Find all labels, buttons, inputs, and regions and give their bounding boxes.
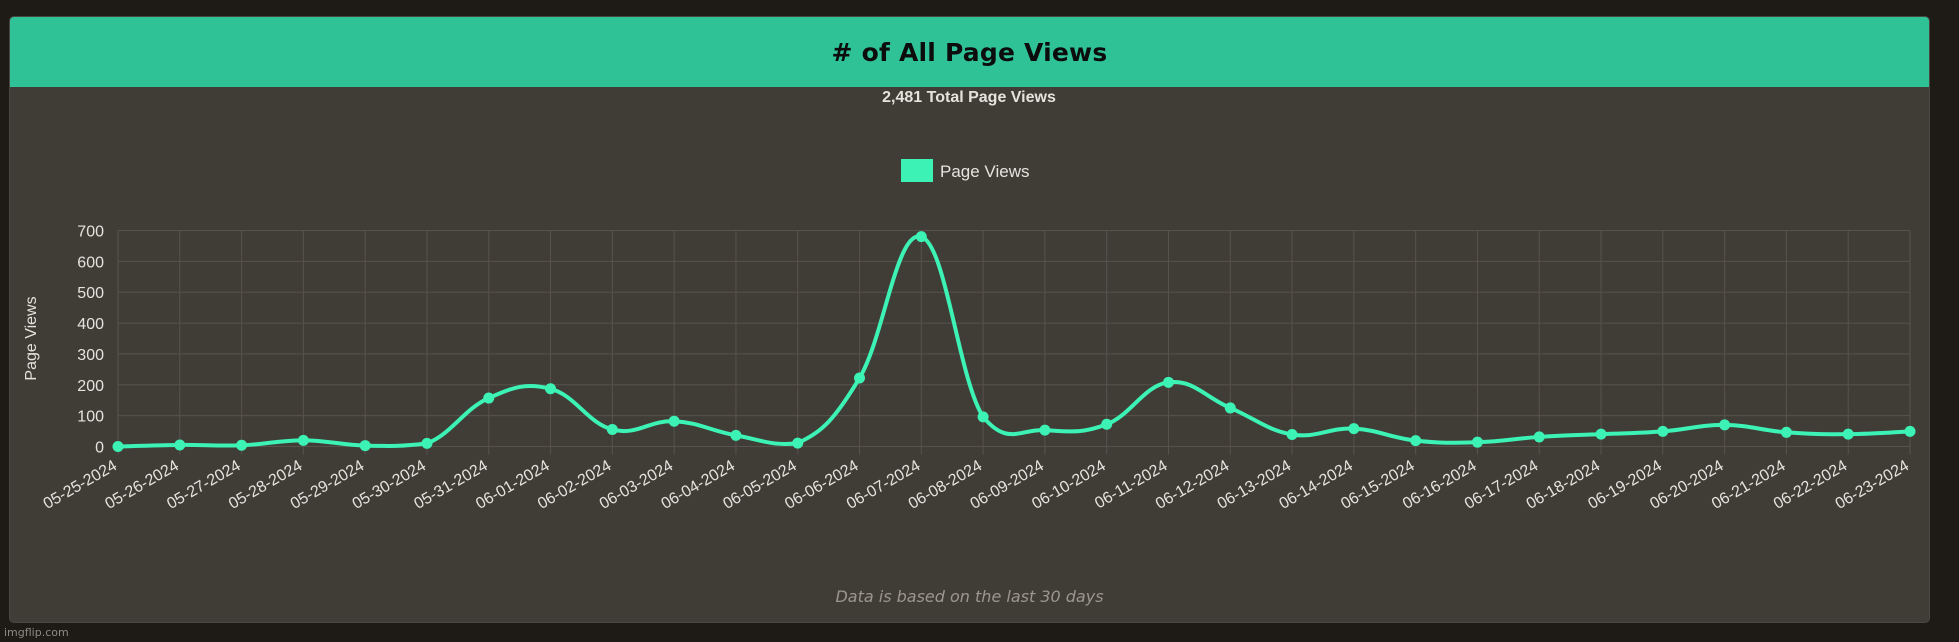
- y-tick-label: 500: [77, 285, 104, 302]
- page-views-line: [117, 234, 1911, 449]
- data-point[interactable]: [730, 429, 742, 441]
- data-point[interactable]: [236, 439, 248, 451]
- data-point[interactable]: [1657, 425, 1669, 437]
- page-views-line-chart: 2,481 Total Page Views Page Views 0 100 200 3…: [23, 89, 1916, 513]
- chart-subtitle: 2,481 Total Page Views: [882, 89, 1056, 106]
- data-point[interactable]: [1224, 402, 1236, 414]
- data-point[interactable]: [606, 424, 618, 436]
- data-point[interactable]: [977, 411, 989, 423]
- data-point[interactable]: [545, 383, 557, 395]
- y-tick-label: 100: [77, 409, 104, 426]
- page-views-card: # of All Page Views 2,481 Total Page Vie…: [10, 17, 1929, 622]
- data-point[interactable]: [1533, 431, 1545, 443]
- data-point[interactable]: [359, 440, 371, 452]
- data-point[interactable]: [421, 437, 433, 449]
- data-point[interactable]: [483, 392, 495, 404]
- legend-label[interactable]: Page Views: [940, 162, 1029, 181]
- data-point[interactable]: [112, 441, 124, 452]
- y-tick-label: 700: [77, 224, 104, 241]
- watermark: imgflip.com: [4, 626, 69, 639]
- data-point[interactable]: [1348, 423, 1360, 435]
- data-point[interactable]: [174, 439, 186, 451]
- data-range-note: Data is based on the last 30 days: [835, 587, 1104, 606]
- y-tick-label: 400: [77, 316, 104, 333]
- data-point[interactable]: [1162, 376, 1174, 388]
- y-tick-label: 600: [77, 254, 104, 271]
- data-point[interactable]: [1286, 428, 1298, 440]
- data-point[interactable]: [1410, 435, 1422, 447]
- data-point[interactable]: [1039, 424, 1051, 436]
- data-point[interactable]: [1101, 418, 1113, 430]
- card-title: # of All Page Views: [831, 37, 1108, 67]
- data-point[interactable]: [297, 434, 309, 446]
- data-point[interactable]: [1904, 425, 1916, 437]
- data-point[interactable]: [1471, 436, 1483, 448]
- y-tick-label: 0: [95, 440, 104, 457]
- data-point[interactable]: [854, 372, 866, 384]
- data-point[interactable]: [1719, 419, 1731, 431]
- y-axis-title: Page Views: [23, 296, 40, 380]
- data-point[interactable]: [792, 437, 804, 449]
- y-tick-label: 200: [77, 378, 104, 395]
- data-point[interactable]: [1842, 428, 1854, 440]
- data-point[interactable]: [915, 231, 927, 243]
- data-point[interactable]: [1595, 428, 1607, 440]
- y-tick-label: 300: [77, 347, 104, 364]
- legend-swatch: [901, 159, 933, 182]
- data-point[interactable]: [1780, 426, 1792, 438]
- data-point[interactable]: [668, 415, 680, 427]
- card-header: # of All Page Views: [10, 17, 1929, 87]
